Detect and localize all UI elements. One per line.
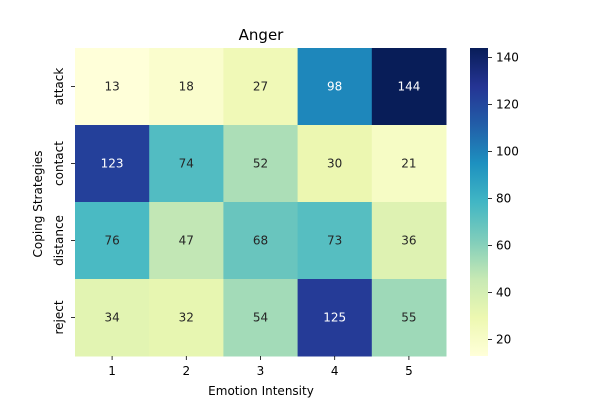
- cell-value-label: 21: [401, 157, 416, 171]
- colorbar: [470, 48, 488, 356]
- cell-value-label: 68: [253, 234, 268, 248]
- heatmap-cell: [371, 202, 447, 280]
- cell-value-label: 144: [397, 80, 420, 94]
- colorbar-tick-label: 120: [496, 97, 519, 111]
- x-tick-label: 3: [257, 364, 265, 378]
- x-tick-label: 5: [405, 364, 413, 378]
- cell-value-label: 52: [253, 157, 268, 171]
- heatmap-cell: [75, 125, 150, 203]
- chart-title: Anger: [239, 26, 285, 44]
- colorbar-tick-label: 40: [496, 286, 511, 300]
- cell-value-label: 73: [327, 234, 342, 248]
- heatmap-cell: [149, 279, 224, 357]
- heatmap-cell: [149, 125, 224, 203]
- x-tick-label: 2: [182, 364, 190, 378]
- colorbar-tick-label: 60: [496, 238, 511, 252]
- cell-value-label: 98: [327, 80, 342, 94]
- colorbar-tick-label: 140: [496, 50, 519, 64]
- y-tick-label: contact: [52, 141, 66, 186]
- colorbar-tick-label: 80: [496, 191, 511, 205]
- y-tick-label: reject: [52, 300, 66, 334]
- cell-value-label: 27: [253, 80, 268, 94]
- cell-value-label: 55: [401, 311, 416, 325]
- heatmap-cell: [371, 279, 447, 357]
- cell-value-label: 32: [179, 311, 194, 325]
- cell-value-label: 36: [401, 234, 416, 248]
- heatmap-cell: [371, 125, 447, 203]
- heatmap-cell: [223, 125, 299, 203]
- heatmap-cell: [223, 48, 299, 126]
- x-axis-ticks: 1 2 3 4 5: [108, 356, 413, 378]
- cell-value-label: 34: [104, 311, 119, 325]
- colorbar-tick-label: 20: [496, 333, 511, 347]
- heatmap-cell: [223, 202, 299, 280]
- heatmap-cell: [75, 202, 150, 280]
- cell-value-label: 123: [101, 157, 124, 171]
- colorbar-ticks: 20 40 60 80 100 120 140: [488, 50, 519, 347]
- heatmap-cell: [149, 48, 224, 126]
- cell-value-label: 47: [179, 234, 194, 248]
- cell-value-label: 76: [104, 234, 119, 248]
- cell-value-label: 54: [253, 311, 268, 325]
- cell-value-label: 125: [323, 311, 346, 325]
- heatmap-cell: [223, 279, 299, 357]
- cell-value-label: 30: [327, 157, 342, 171]
- heatmap-cell: [149, 202, 224, 280]
- x-tick-label: 1: [108, 364, 116, 378]
- y-tick-label: attack: [52, 68, 66, 106]
- heatmap-cells: 13 18 27 98 144 123 74 52 30 21 76 47 68 73 36 34 32 54 12…: [75, 48, 447, 357]
- heatmap-cell: [297, 125, 373, 203]
- heatmap-cell: [371, 48, 447, 126]
- x-tick-label: 4: [331, 364, 339, 378]
- y-tick-label: distance: [52, 215, 66, 266]
- heatmap-cell: [297, 48, 373, 126]
- x-axis-label: Emotion Intensity: [208, 384, 314, 398]
- heatmap-cell: [297, 202, 373, 280]
- colorbar-tick-label: 100: [496, 144, 519, 158]
- heatmap-cell: [75, 279, 150, 357]
- cell-value-label: 13: [104, 80, 119, 94]
- heatmap-cell: [75, 48, 150, 126]
- cell-value-label: 74: [179, 157, 194, 171]
- y-axis-ticks: attack contact distance reject: [52, 68, 75, 335]
- cell-value-label: 18: [179, 80, 194, 94]
- y-axis-label: Coping Strategies: [31, 151, 45, 258]
- heatmap-cell: [297, 279, 373, 357]
